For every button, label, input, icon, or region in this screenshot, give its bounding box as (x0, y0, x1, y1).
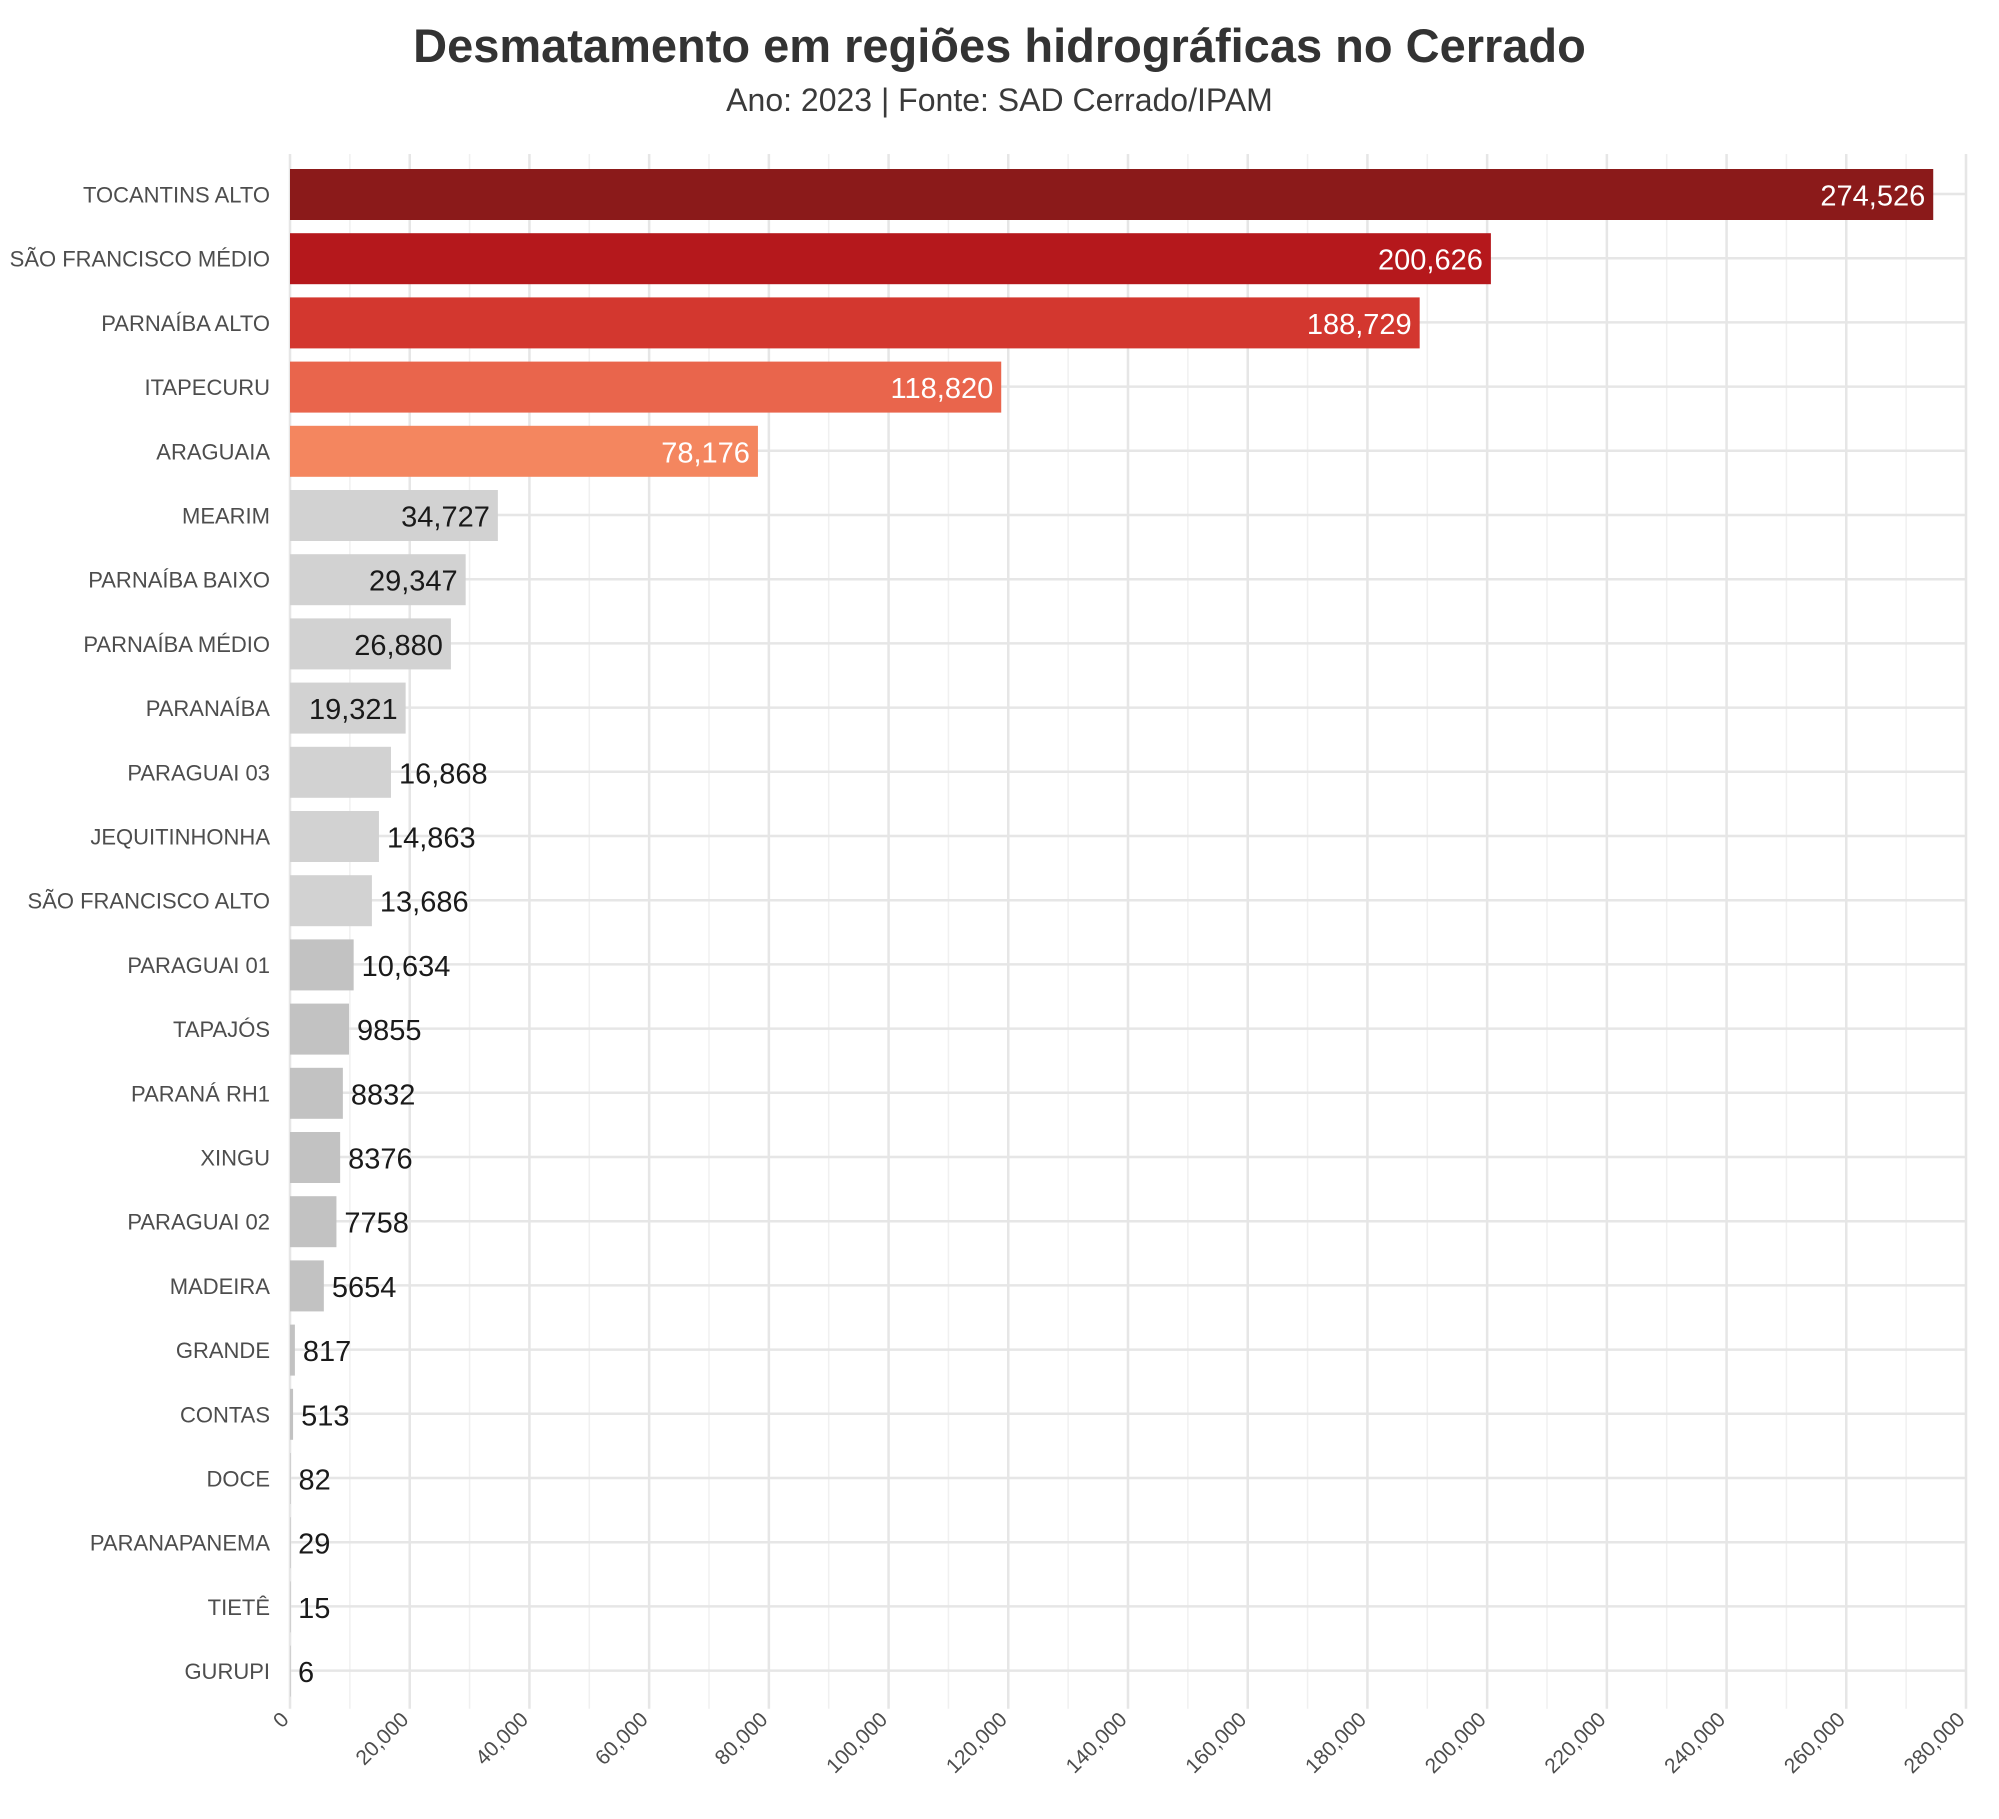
category-label: PARNAÍBA ALTO (101, 311, 270, 336)
bar-value-label: 29,347 (369, 566, 458, 598)
bar (290, 1003, 349, 1055)
category-label: PARANAÍBA (146, 696, 271, 721)
bar-value-label: 6 (298, 1657, 314, 1689)
bar (290, 1132, 341, 1183)
category-label: ITAPECURU (145, 375, 271, 400)
category-label: TAPAJÓS (173, 1017, 270, 1042)
bar (290, 1453, 291, 1504)
bar-value-label: 8376 (348, 1144, 413, 1176)
bar-value-label: 34,727 (401, 502, 490, 534)
bar-value-label: 188,729 (1307, 309, 1412, 341)
value-labels: 274,526 200,626 188,729 118,820 78,176 34,727… (298, 181, 1925, 1690)
bar (290, 682, 406, 734)
bar (290, 1196, 337, 1248)
bar (290, 618, 451, 670)
category-label: PARAGUAI 02 (127, 1210, 270, 1235)
x-tick-label: 100,000 (822, 1708, 892, 1778)
bar-value-label: 5654 (332, 1272, 397, 1304)
x-tick-label: 140,000 (1062, 1708, 1132, 1778)
bar (290, 425, 758, 477)
x-tick-label: 260,000 (1780, 1708, 1850, 1778)
category-label: TIETÊ (208, 1595, 270, 1620)
category-label: PARANAPANEMA (90, 1531, 270, 1556)
bar-value-label: 274,526 (1820, 181, 1925, 213)
bar-value-label: 13,686 (380, 887, 469, 919)
bar (290, 1645, 291, 1697)
bar-value-label: 82 (298, 1465, 330, 1497)
bar (290, 939, 354, 991)
x-tick-label: 60,000 (591, 1708, 653, 1770)
x-tick-label: 0 (269, 1708, 294, 1733)
bar (290, 233, 1491, 285)
bar (290, 1581, 291, 1633)
category-label: PARNAÍBA MÉDIO (83, 632, 270, 657)
bar-value-label: 200,626 (1378, 245, 1483, 277)
bar-value-label: 14,863 (387, 823, 476, 855)
chart-title: Desmatamento em regiões hidrográficas no… (413, 19, 1586, 72)
bar (290, 1324, 295, 1376)
bar (290, 554, 466, 606)
category-label: ARAGUAIA (156, 439, 270, 464)
x-tick-label: 280,000 (1900, 1708, 1970, 1778)
x-tick-label: 20,000 (352, 1708, 414, 1770)
x-tick-label: 80,000 (711, 1708, 773, 1770)
bar-value-label: 10,634 (362, 951, 451, 983)
bar-value-label: 7758 (344, 1208, 409, 1240)
category-label: GRANDE (176, 1338, 270, 1363)
x-tick-label: 240,000 (1660, 1708, 1730, 1778)
x-tick-label: 180,000 (1301, 1708, 1371, 1778)
x-tick-label: 220,000 (1540, 1708, 1610, 1778)
category-label: JEQUITINHONHA (90, 825, 270, 850)
bar-value-label: 817 (303, 1336, 351, 1368)
bar (290, 875, 372, 927)
bar-value-label: 78,176 (661, 437, 750, 469)
bar (290, 361, 1002, 413)
category-label: PARANÁ RH1 (131, 1081, 270, 1106)
bar-value-label: 26,880 (354, 630, 443, 662)
x-axis-ticks: 0 20,000 40,000 60,000 80,000 100,000 120,000 1… (269, 1708, 1970, 1778)
x-tick-label: 160,000 (1181, 1708, 1251, 1778)
bars (290, 169, 1934, 1697)
bar-value-label: 29 (298, 1529, 330, 1561)
category-label: MADEIRA (170, 1274, 271, 1299)
category-label: DOCE (206, 1467, 270, 1492)
bar (290, 746, 391, 798)
bar-value-label: 16,868 (399, 758, 488, 790)
category-label: SÃO FRANCISCO ALTO (28, 889, 270, 914)
category-label: XINGU (200, 1146, 270, 1171)
x-tick-label: 40,000 (471, 1708, 533, 1770)
bar-value-label: 19,321 (309, 694, 398, 726)
bar (290, 297, 1420, 349)
category-label: TOCANTINS ALTO (83, 183, 270, 208)
bar (290, 490, 498, 541)
bar (290, 1517, 291, 1569)
bar (290, 1388, 294, 1440)
x-tick-label: 200,000 (1421, 1708, 1491, 1778)
grid-lines (288, 154, 1968, 1709)
x-tick-label: 120,000 (942, 1708, 1012, 1778)
bar-value-label: 118,820 (891, 373, 994, 405)
category-label: GURUPI (184, 1659, 270, 1684)
bar-value-label: 15 (298, 1593, 330, 1625)
category-label: CONTAS (180, 1402, 270, 1427)
bar-value-label: 9855 (357, 1015, 422, 1047)
category-label: PARAGUAI 03 (127, 760, 270, 785)
bar (290, 1067, 343, 1119)
bar (290, 1260, 324, 1312)
category-labels: TOCANTINS ALTO SÃO FRANCISCO MÉDIO PARNAÍB… (10, 183, 271, 1685)
bar (290, 811, 379, 862)
chart-subtitle: Ano: 2023 | Fonte: SAD Cerrado/IPAM (726, 82, 1273, 118)
category-label: SÃO FRANCISCO MÉDIO (10, 247, 270, 272)
category-label: MEARIM (182, 504, 270, 529)
bar-value-label: 8832 (351, 1079, 416, 1111)
category-label: PARNAÍBA BAIXO (88, 568, 270, 593)
bar-value-label: 513 (301, 1400, 349, 1432)
category-label: PARAGUAI 01 (127, 953, 270, 978)
bar (290, 169, 1934, 220)
